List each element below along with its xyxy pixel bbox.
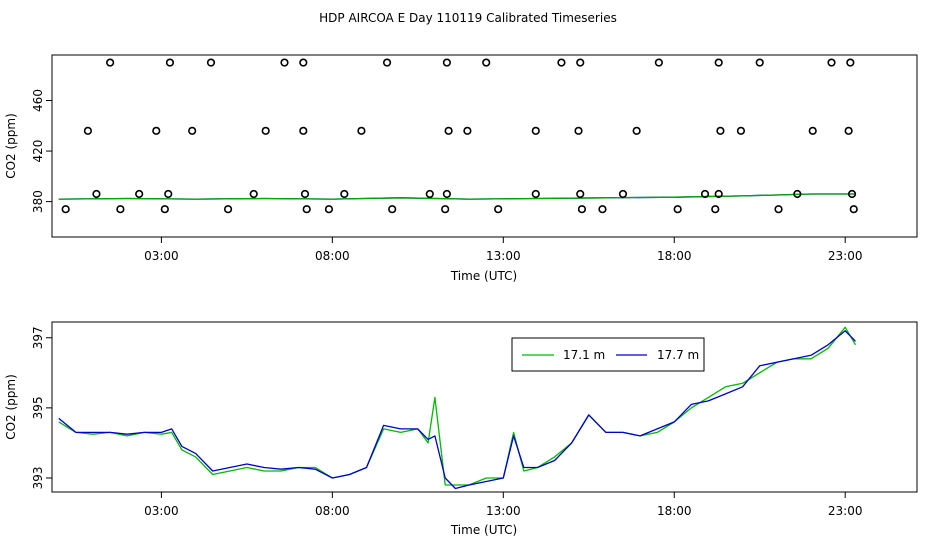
bottom-series-group: [58, 326, 857, 490]
top-scatter-point: [299, 126, 308, 135]
top-scatter-point: [654, 58, 663, 67]
top-scatter-point: [673, 205, 682, 214]
top-scatter-point: [160, 205, 169, 214]
top-scatter-point: [152, 126, 161, 135]
top-series-line-1: [58, 193, 856, 200]
bottom-y-tick-label: 397: [31, 326, 45, 349]
bottom-series-line-1: [58, 330, 856, 490]
top-scatter-point: [849, 205, 858, 214]
top-scatter-point: [574, 126, 583, 135]
top-scatter-point: [755, 58, 764, 67]
top-scatter-point: [618, 189, 628, 199]
top-x-axis: 03:00 08:00 13:00 18:00 23:00: [144, 237, 862, 263]
top-scatter-point: [531, 189, 540, 199]
bottom-plot-frame: [51, 321, 918, 493]
top-scatter-point: [206, 58, 216, 67]
top-scatter-point: [736, 126, 746, 135]
legend-label-17-7: 17.7 m: [657, 348, 699, 362]
bottom-x-tick-label: 03:00: [144, 504, 179, 518]
top-scatter-point: [714, 189, 723, 199]
bottom-x-tick-label: 18:00: [657, 504, 692, 518]
top-scatter-point: [711, 205, 720, 214]
top-scatter-point: [531, 126, 540, 135]
top-scatter-point: [188, 126, 197, 135]
top-scatter-point: [557, 58, 566, 67]
top-x-tick-label: 18:00: [657, 249, 692, 263]
legend: 17.1 m 17.7 m: [511, 337, 705, 372]
top-scatter-point: [444, 126, 453, 135]
top-scatter-point: [598, 205, 607, 214]
top-series-group: [58, 193, 856, 200]
top-scatter-point: [442, 58, 451, 67]
top-scatter-point: [106, 58, 115, 67]
top-scatter-point: [382, 58, 392, 67]
top-y-tick-label: 380: [31, 190, 45, 213]
top-scatter-point: [165, 58, 175, 67]
legend-label-17-1: 17.1 m: [563, 348, 605, 362]
top-x-tick-label: 08:00: [315, 249, 350, 263]
top-scatter-point: [83, 126, 92, 135]
top-scatter-point: [576, 189, 585, 199]
top-y-tick-label: 460: [31, 89, 45, 112]
top-scatter-point: [827, 58, 836, 67]
bottom-panel: 393 395 397 03:00 08:00 13:00 18:00 23:00 Time…: [4, 321, 918, 537]
top-scatter-point: [441, 205, 450, 214]
top-scatter-point: [482, 58, 491, 67]
bottom-series-line-0: [58, 326, 857, 486]
top-scatter-point: [846, 58, 855, 67]
top-scatter-group: [61, 58, 858, 214]
bottom-y-axis: 393 395 397: [31, 326, 52, 489]
chart-title: HDP AIRCOA E Day 110119 Calibrated Times…: [319, 11, 617, 25]
top-scatter-point: [808, 126, 817, 135]
bottom-x-tick-label: 13:00: [486, 504, 521, 518]
top-scatter-point: [164, 189, 173, 199]
bottom-y-tick-label: 393: [31, 467, 45, 490]
top-scatter-point: [632, 126, 641, 135]
top-scatter-point: [576, 58, 585, 67]
top-y-axis: 380 420 460: [31, 89, 52, 213]
top-scatter-point: [442, 189, 451, 199]
top-scatter-point: [92, 189, 101, 199]
top-scatter-point: [249, 189, 258, 199]
top-scatter-point: [357, 126, 366, 135]
top-scatter-point: [61, 205, 70, 214]
top-plot-frame: [51, 54, 918, 238]
bottom-x-tick-label: 23:00: [828, 504, 863, 518]
top-scatter-point: [847, 189, 857, 199]
top-x-axis-title: Time (UTC): [450, 269, 517, 283]
top-x-tick-label: 03:00: [144, 249, 179, 263]
top-scatter-point: [714, 58, 723, 67]
top-x-tick-label: 23:00: [828, 249, 863, 263]
top-scatter-point: [700, 189, 710, 199]
top-scatter-point: [793, 189, 802, 199]
top-scatter-point: [425, 189, 434, 199]
top-x-tick-label: 13:00: [486, 249, 521, 263]
top-scatter-point: [116, 205, 125, 214]
top-scatter-point: [716, 126, 725, 135]
bottom-y-tick-label: 395: [31, 396, 45, 419]
top-scatter-point: [494, 205, 503, 214]
top-scatter-point: [324, 205, 334, 214]
bottom-x-tick-label: 08:00: [315, 504, 350, 518]
top-scatter-point: [299, 58, 308, 67]
top-y-tick-label: 420: [31, 140, 45, 163]
top-scatter-point: [774, 205, 783, 214]
top-panel: 380 420 460 03:00 08:00 13:00 18:00 23:00 Time…: [4, 54, 918, 283]
top-scatter-point: [463, 126, 472, 135]
top-scatter-point: [261, 126, 270, 135]
top-scatter-point: [844, 126, 853, 135]
bottom-y-axis-title: CO2 (ppm): [4, 374, 18, 440]
top-scatter-point: [223, 205, 233, 214]
top-scatter-point: [280, 58, 289, 67]
top-y-axis-title: CO2 (ppm): [4, 113, 18, 179]
top-scatter-point: [388, 205, 397, 214]
top-scatter-point: [300, 189, 310, 199]
top-scatter-point: [135, 189, 144, 199]
bottom-x-axis-title: Time (UTC): [450, 523, 517, 537]
top-scatter-point: [577, 205, 587, 214]
top-scatter-point: [340, 189, 349, 199]
bottom-x-axis: 03:00 08:00 13:00 18:00 23:00: [144, 492, 862, 518]
top-scatter-point: [302, 205, 311, 214]
